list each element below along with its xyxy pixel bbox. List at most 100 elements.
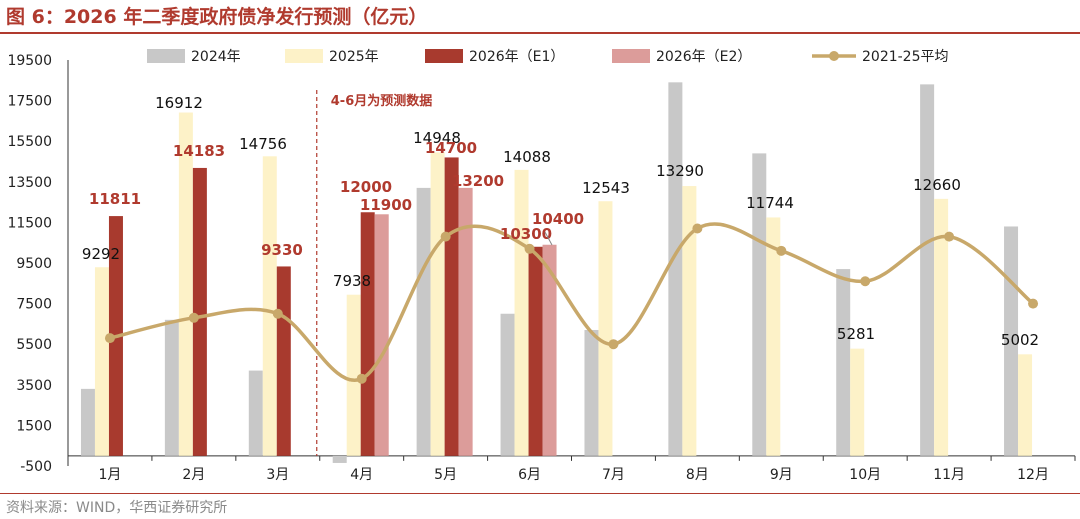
x-tick-label: 10月 [849,467,881,483]
data-label-2026-e1: 10300 [500,225,552,243]
bar-2024 [836,269,851,456]
legend-line-marker [829,51,839,61]
y-tick-label: -500 [20,459,52,475]
avg-point [440,231,451,242]
avg-point [944,231,955,242]
bar-2024 [332,455,347,463]
avg-point [608,339,619,350]
data-label-2025: 7938 [333,272,371,290]
bar-2024 [164,319,179,456]
avg-point [524,243,535,254]
data-label-2026-e1: 14700 [425,139,477,157]
bar-2026-e2 [374,214,389,456]
x-tick-label: 11月 [933,467,965,483]
data-label-2025: 13290 [656,162,704,180]
legend-swatch [612,49,650,63]
legend-swatch [147,49,185,63]
legend-label: 2025年 [329,49,379,65]
y-tick-label: 11500 [7,215,52,231]
bar-2024 [500,313,515,456]
bar-2025 [514,169,529,456]
data-label-2025: 14756 [239,135,287,153]
legend-label: 2021-25平均 [862,49,949,65]
bar-2024 [416,187,431,456]
data-label-2025: 12543 [582,179,630,197]
x-tick-label: 5月 [434,467,457,483]
bar-2026-e1 [444,157,459,456]
legend-label: 2024年 [191,49,241,65]
bar-2024 [920,84,935,456]
y-tick-label: 7500 [16,297,52,313]
x-tick-label: 9月 [770,467,793,483]
y-tick-label: 19500 [7,53,52,69]
data-label-2026-e1: 12000 [340,178,392,196]
data-label-2025: 16912 [155,94,203,112]
bar-2026-e1 [192,167,207,456]
legend-label: 2026年（E1） [469,49,564,65]
bar-2024 [248,370,263,456]
data-label-2026-e2: 13200 [452,172,504,190]
y-tick-label: 9500 [16,256,52,272]
y-tick-label: 17500 [7,94,52,110]
bar-2025 [766,217,781,456]
data-label-2025: 11744 [746,194,794,212]
forecast-annotation: 4-6月为预测数据 [331,93,433,109]
avg-point [188,312,199,323]
legend-swatch [285,49,323,63]
x-tick-label: 1月 [98,467,121,483]
avg-point [1028,298,1039,309]
data-label-2026-e1: 14183 [173,142,225,160]
x-tick-label: 3月 [266,467,289,483]
x-tick-label: 7月 [602,467,625,483]
avg-point [860,276,871,287]
bar-2025 [850,348,865,456]
bar-2025 [94,267,109,456]
bar-2026-e1 [276,266,291,456]
bar-2024 [584,329,599,456]
data-label-2026-e2: 10400 [532,210,584,228]
label-leader-line [544,231,553,246]
avg-point [776,245,787,256]
data-label-2025: 9292 [82,245,120,263]
data-label-2026-e2: 11900 [360,196,412,214]
bar-2026-e2 [458,187,473,456]
bar-2025 [430,152,445,456]
chart-title: 图 6：2026 年二季度政府债净发行预测（亿元） [6,6,428,28]
bar-2024 [668,82,683,456]
source-divider [0,493,1080,494]
avg-point [272,308,283,319]
x-tick-label: 2月 [182,467,205,483]
x-tick-label: 8月 [686,467,709,483]
data-label-2026-e1: 9330 [261,241,303,259]
avg-point [692,223,703,234]
avg-point [356,373,367,384]
bar-2026-e2 [542,244,557,456]
data-label-2025: 5281 [837,325,875,343]
y-tick-label: 15500 [7,134,52,150]
title-divider [0,32,1080,34]
legend-label: 2026年（E2） [656,49,751,65]
data-label-2025: 5002 [1001,331,1039,349]
x-tick-label: 12月 [1017,467,1049,483]
data-label-2025: 14088 [503,148,551,166]
bar-2024 [752,153,767,456]
bar-2025 [682,186,697,456]
bar-2025 [934,198,949,456]
legend-swatch [425,49,463,63]
bar-2024 [80,388,95,456]
x-tick-label: 4月 [350,467,373,483]
bar-2025 [178,112,193,456]
bar-2025 [598,201,613,456]
bar-2025 [346,294,361,456]
y-tick-label: 13500 [7,175,52,191]
bar-2025 [1018,354,1033,456]
source-note: 资料来源：WIND，华西证券研究所 [6,500,228,516]
data-label-2025: 12660 [913,176,961,194]
avg-point [104,333,115,344]
y-tick-label: 1500 [16,418,52,434]
bar-2026-e1 [360,212,375,456]
x-tick-label: 6月 [518,467,541,483]
data-label-2025: 14948 [413,129,461,147]
bar-2025 [262,156,277,456]
chart: -500 1500 3500 5500 7500 9500 11500 13500 15500 1… [7,49,1076,483]
